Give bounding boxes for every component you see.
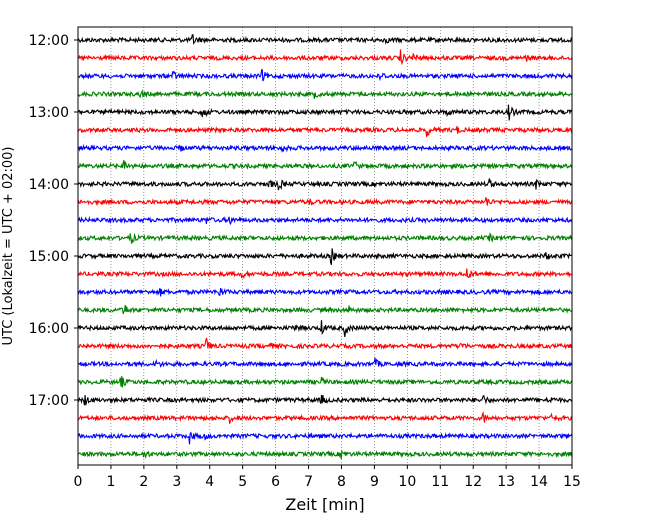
seismic-trace: [77, 394, 573, 406]
seismic-trace: [78, 304, 573, 315]
y-tick-label: 14:00: [29, 177, 69, 193]
x-tick-label: 9: [370, 474, 379, 490]
seismic-trace: [77, 143, 573, 154]
x-tick-label: 0: [74, 474, 83, 490]
seismic-trace: [77, 68, 573, 82]
y-tick-label: 13:00: [29, 105, 69, 121]
seismic-trace: [77, 268, 573, 279]
x-tick-label: 6: [271, 474, 280, 490]
seismic-trace: [77, 320, 573, 337]
seismic-trace: [77, 34, 572, 45]
seismic-trace: [77, 287, 573, 297]
y-axis-ticks: 12:00 13:00 14:00 15:00 16:00 17:00: [29, 33, 78, 409]
x-tick-label: 15: [563, 474, 581, 490]
y-tick-label: 12:00: [29, 33, 69, 49]
x-axis-ticks: 0 1 2 3 4 5 6 7 8 9 10 11 12 13 14 15: [74, 465, 581, 490]
x-tick-label: 10: [398, 474, 416, 490]
y-axis-label: UTC (Lokalzeit = UTC + 02:00): [1, 147, 16, 346]
seismic-trace: [77, 449, 573, 460]
y-tick-label: 15:00: [29, 249, 69, 265]
seismic-trace: [77, 125, 573, 137]
seismic-trace: [77, 248, 573, 265]
x-tick-label: 1: [106, 474, 115, 490]
x-tick-label: 2: [139, 474, 148, 490]
x-tick-label: 4: [205, 474, 214, 490]
seismic-trace: [77, 178, 573, 191]
x-tick-label: 13: [497, 474, 515, 490]
x-tick-label: 8: [337, 474, 346, 490]
seismic-trace: [77, 410, 573, 424]
seismic-trace: [77, 357, 573, 368]
seismic-trace: [77, 215, 573, 226]
seismic-trace: [77, 197, 573, 207]
seismic-traces: [77, 34, 573, 460]
x-tick-label: 7: [304, 474, 313, 490]
grid-lines: [110, 27, 540, 465]
seismic-trace: [77, 375, 573, 388]
x-tick-label: 3: [172, 474, 181, 490]
plot-frame: [77, 26, 573, 466]
y-tick-label: 16:00: [29, 321, 69, 337]
seismic-trace: [77, 431, 573, 445]
x-tick-label: 14: [530, 474, 548, 490]
x-axis-label: Zeit [min]: [285, 495, 364, 514]
y-tick-label: 17:00: [29, 393, 69, 409]
x-tick-label: 12: [464, 474, 482, 490]
seismic-trace: [77, 232, 573, 244]
seismic-trace: [77, 49, 573, 66]
x-tick-label: 5: [238, 474, 247, 490]
seismic-trace: [77, 337, 573, 350]
seismic-trace: [77, 160, 573, 171]
seismic-trace: [77, 89, 573, 99]
seismic-trace: [77, 104, 573, 121]
x-tick-label: 11: [431, 474, 449, 490]
